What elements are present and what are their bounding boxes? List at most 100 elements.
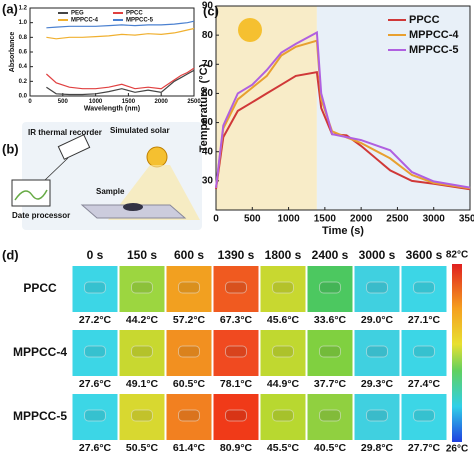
temperature-label: 44.2°C: [126, 314, 159, 326]
legend-label: PPCC: [126, 11, 143, 17]
temperature-label: 45.5°C: [267, 442, 300, 454]
colorbar: [452, 264, 462, 442]
panel-label: (c): [203, 3, 219, 18]
temperature-label: 45.6°C: [267, 314, 300, 326]
temperature-label: 57.2°C: [173, 314, 206, 326]
series-line: [46, 20, 195, 29]
y-tick-label: 90: [202, 1, 214, 12]
sample-spot: [366, 409, 388, 422]
sample-spot: [84, 281, 106, 294]
temperature-label: 27.7°C: [408, 442, 441, 454]
sample-spot: [178, 409, 200, 422]
x-tick-label: 500: [244, 214, 261, 225]
y-tick-label: 1.0: [19, 20, 28, 26]
sample-spot: [84, 345, 106, 358]
series-line: [45, 67, 195, 90]
row-label: MPPCC-5: [13, 409, 67, 423]
sample-spot: [319, 281, 341, 294]
y-tick-label: 40: [202, 146, 214, 157]
temperature-label: 33.6°C: [314, 314, 347, 326]
y-tick-label: 0.6: [19, 50, 28, 56]
temperature-label: 27.6°C: [79, 442, 112, 454]
panel-label: (a): [2, 1, 18, 16]
label: IR thermal recorder: [28, 128, 102, 137]
temperature-label: 60.5°C: [173, 378, 206, 390]
y-tick-label: 80: [202, 30, 214, 41]
temperature-label: 80.9°C: [220, 442, 253, 454]
temperature-label: 49.1°C: [126, 378, 159, 390]
temperature-label: 29.8°C: [361, 442, 394, 454]
x-tick-label: 2500: [386, 214, 409, 225]
panel-b-illustration: [11, 122, 202, 230]
x-axis-label: Time (s): [322, 225, 364, 237]
sample-spot: [178, 281, 200, 294]
y-tick-label: 0.0: [19, 94, 28, 100]
legend-label: PPCC: [409, 14, 440, 26]
sample-spot: [178, 345, 200, 358]
temperature-label: 27.1°C: [408, 314, 441, 326]
sample-spot: [131, 409, 153, 422]
legend-label: MPPCC-5: [409, 44, 459, 56]
series-line: [215, 30, 471, 189]
sample-spot: [272, 281, 294, 294]
series-line: [46, 69, 195, 96]
x-tick-label: 2000: [350, 214, 373, 225]
legend-label: PEG: [71, 11, 84, 17]
temperature-label: 67.3°C: [220, 314, 253, 326]
temperature-label: 78.1°C: [220, 378, 253, 390]
y-tick-label: 0.2: [19, 79, 28, 85]
series-line: [46, 27, 195, 40]
label: Date processor: [12, 211, 70, 220]
sample-spot: [131, 345, 153, 358]
sample-spot: [225, 281, 247, 294]
plot-frame: [215, 5, 471, 211]
temperature-label: 27.6°C: [79, 378, 112, 390]
x-tick-label: 1500: [122, 99, 136, 105]
row-label: MPPCC-4: [13, 345, 67, 359]
time-label: 150 s: [127, 248, 157, 262]
panel-label: (b): [2, 141, 19, 156]
time-label: 600 s: [174, 248, 204, 262]
y-tick-label: 50: [202, 117, 214, 128]
colorbar-min: 26°C: [446, 444, 468, 454]
x-tick-label: 1000: [89, 99, 103, 105]
x-tick-label: 1500: [314, 214, 337, 225]
legend-label: MPPCC-4: [409, 29, 459, 41]
sample-spot: [319, 409, 341, 422]
x-tick-label: 2000: [155, 99, 169, 105]
legend-label: MPPCC-4: [71, 18, 99, 24]
y-tick-label: 0.4: [19, 64, 28, 70]
sample-spot: [225, 345, 247, 358]
sample-spot: [272, 345, 294, 358]
y-tick-label: 30: [202, 175, 214, 186]
sample-spot: [413, 409, 435, 422]
cooling-region: [316, 6, 470, 210]
sample-spot: [366, 281, 388, 294]
x-tick-label: 1000: [277, 214, 300, 225]
sample-spot: [413, 281, 435, 294]
sun-icon: [238, 18, 262, 42]
time-label: 1800 s: [265, 248, 302, 262]
legend-label: MPPCC-5: [126, 18, 154, 24]
series-line: [215, 71, 471, 191]
y-axis-label: Temperature (°C): [198, 63, 210, 152]
label: Sample: [96, 187, 125, 196]
temperature-label: 44.9°C: [267, 378, 300, 390]
temperature-label: 27.2°C: [79, 314, 112, 326]
time-label: 0 s: [87, 248, 104, 262]
y-axis-label: Absorbance: [9, 32, 16, 73]
x-tick-label: 3500: [459, 214, 474, 225]
x-tick-label: 2500: [187, 99, 201, 105]
temperature-label: 50.5°C: [126, 442, 159, 454]
x-tick-label: 0: [213, 214, 219, 225]
y-tick-label: 70: [202, 59, 214, 70]
sample-spot: [272, 409, 294, 422]
sample-spot: [366, 345, 388, 358]
temperature-label: 37.7°C: [314, 378, 347, 390]
time-label: 1390 s: [218, 248, 255, 262]
x-tick-label: 500: [58, 99, 69, 105]
time-label: 2400 s: [312, 248, 349, 262]
sample-spot: [225, 409, 247, 422]
y-tick-label: 1.2: [19, 6, 28, 12]
